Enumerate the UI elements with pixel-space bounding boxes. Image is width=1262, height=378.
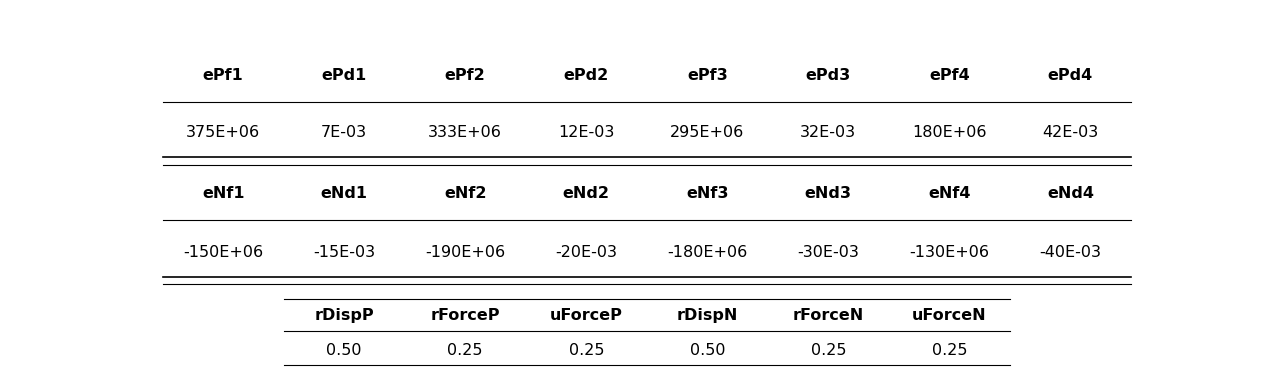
Text: ePf4: ePf4 xyxy=(929,68,969,84)
Text: rDispN: rDispN xyxy=(676,308,738,323)
Text: uForceN: uForceN xyxy=(912,308,987,323)
Text: 42E-03: 42E-03 xyxy=(1042,125,1098,140)
Text: ePd4: ePd4 xyxy=(1047,68,1093,84)
Text: 0.25: 0.25 xyxy=(931,343,967,358)
Text: ePf3: ePf3 xyxy=(687,68,728,84)
Text: 0.25: 0.25 xyxy=(810,343,846,358)
Text: eNf1: eNf1 xyxy=(202,186,245,201)
Text: eNf3: eNf3 xyxy=(687,186,728,201)
Text: ePf2: ePf2 xyxy=(444,68,486,84)
Text: eNd3: eNd3 xyxy=(805,186,852,201)
Text: 32E-03: 32E-03 xyxy=(800,125,857,140)
Text: -40E-03: -40E-03 xyxy=(1040,245,1102,260)
Text: 12E-03: 12E-03 xyxy=(558,125,615,140)
Text: ePd3: ePd3 xyxy=(805,68,851,84)
Text: -190E+06: -190E+06 xyxy=(425,245,505,260)
Text: -130E+06: -130E+06 xyxy=(910,245,989,260)
Text: 0.25: 0.25 xyxy=(568,343,604,358)
Text: 0.50: 0.50 xyxy=(327,343,362,358)
Text: ePf1: ePf1 xyxy=(203,68,244,84)
Text: rDispP: rDispP xyxy=(314,308,374,323)
Text: eNd1: eNd1 xyxy=(321,186,367,201)
Text: -15E-03: -15E-03 xyxy=(313,245,375,260)
Text: eNf4: eNf4 xyxy=(928,186,970,201)
Text: rForceP: rForceP xyxy=(430,308,500,323)
Text: -20E-03: -20E-03 xyxy=(555,245,617,260)
Text: 333E+06: 333E+06 xyxy=(428,125,502,140)
Text: ePd1: ePd1 xyxy=(322,68,367,84)
Text: -30E-03: -30E-03 xyxy=(798,245,859,260)
Text: 0.25: 0.25 xyxy=(448,343,483,358)
Text: eNd2: eNd2 xyxy=(563,186,610,201)
Text: 0.50: 0.50 xyxy=(689,343,726,358)
Text: 295E+06: 295E+06 xyxy=(670,125,745,140)
Text: ePd2: ePd2 xyxy=(564,68,608,84)
Text: eNf2: eNf2 xyxy=(444,186,486,201)
Text: rForceN: rForceN xyxy=(793,308,864,323)
Text: 7E-03: 7E-03 xyxy=(321,125,367,140)
Text: 375E+06: 375E+06 xyxy=(186,125,260,140)
Text: eNd4: eNd4 xyxy=(1047,186,1094,201)
Text: 180E+06: 180E+06 xyxy=(912,125,987,140)
Text: -150E+06: -150E+06 xyxy=(183,245,264,260)
Text: -180E+06: -180E+06 xyxy=(668,245,747,260)
Text: uForceP: uForceP xyxy=(550,308,622,323)
